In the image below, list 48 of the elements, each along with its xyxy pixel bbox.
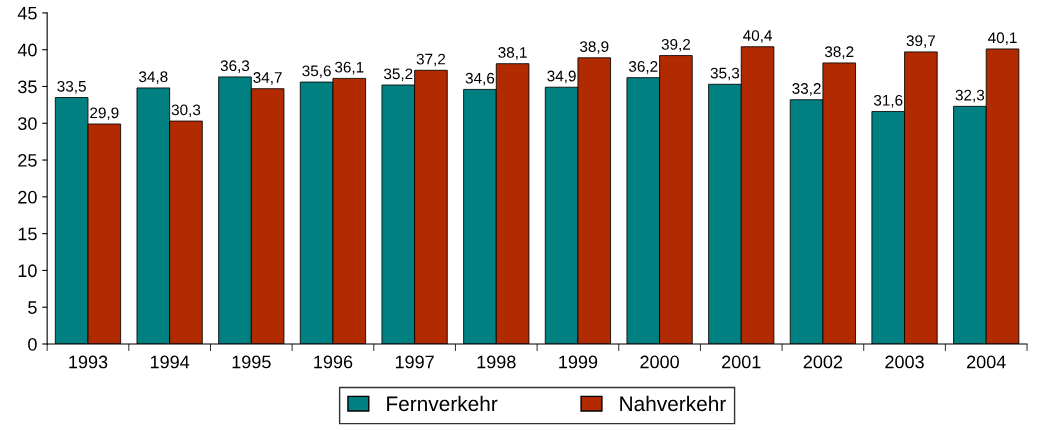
x-tick-label: 1996 xyxy=(314,355,353,369)
data-label: 37,2 xyxy=(416,53,446,67)
data-label: 36,2 xyxy=(628,61,658,74)
data-label: 34,7 xyxy=(253,72,282,85)
data-label: 36,3 xyxy=(220,60,250,73)
y-tick-label: 20 xyxy=(18,190,37,204)
y-tick-label: 40 xyxy=(17,43,37,57)
x-tick-label: 2000 xyxy=(640,355,679,369)
data-label: 31,6 xyxy=(873,94,903,108)
data-label: 34,8 xyxy=(139,71,168,84)
x-tick-label: 2002 xyxy=(803,355,843,369)
y-tick-label: 45 xyxy=(17,7,37,20)
data-label: 38,1 xyxy=(498,47,527,60)
x-tick-label: 1998 xyxy=(477,355,516,369)
x-tick-label: 1997 xyxy=(395,355,434,369)
data-label: 38,9 xyxy=(579,41,609,54)
data-label: 30,3 xyxy=(171,104,201,118)
y-tick-label: 0 xyxy=(28,337,37,351)
data-label: 35,6 xyxy=(302,65,331,79)
x-tick-label: 2001 xyxy=(722,355,761,369)
data-label: 36,1 xyxy=(335,61,364,75)
x-tick-label: 2003 xyxy=(885,355,924,369)
data-label: 38,2 xyxy=(824,46,854,59)
data-label: 29,9 xyxy=(90,107,119,121)
data-label: 35,2 xyxy=(384,68,413,82)
x-tick-label: 1995 xyxy=(232,355,271,369)
x-tick-label: 1994 xyxy=(150,355,190,369)
y-tick-label: 35 xyxy=(18,80,37,94)
data-label: 34,6 xyxy=(465,72,495,86)
data-label: 33,2 xyxy=(792,83,821,96)
data-label: 40,1 xyxy=(988,32,1017,45)
x-tick-label: 1993 xyxy=(69,355,108,369)
legend-label: Fernverkehr xyxy=(387,395,498,412)
data-label: 34,9 xyxy=(547,70,576,84)
y-tick-label: 30 xyxy=(18,117,37,130)
data-label: 40,4 xyxy=(743,30,772,43)
x-tick-label: 1999 xyxy=(559,355,598,369)
data-label: 32,3 xyxy=(955,89,985,103)
data-label: 39,2 xyxy=(661,38,691,52)
data-label: 35,3 xyxy=(710,67,740,81)
y-tick-label: 15 xyxy=(18,227,37,241)
y-tick-label: 25 xyxy=(18,153,37,167)
data-label: 33,5 xyxy=(57,80,86,94)
x-tick-label: 2004 xyxy=(967,355,1006,369)
y-tick-label: 10 xyxy=(18,264,37,278)
data-label: 39,7 xyxy=(906,35,935,48)
legend-label: Nahverkehr xyxy=(620,395,726,412)
y-tick-label: 5 xyxy=(28,301,37,314)
